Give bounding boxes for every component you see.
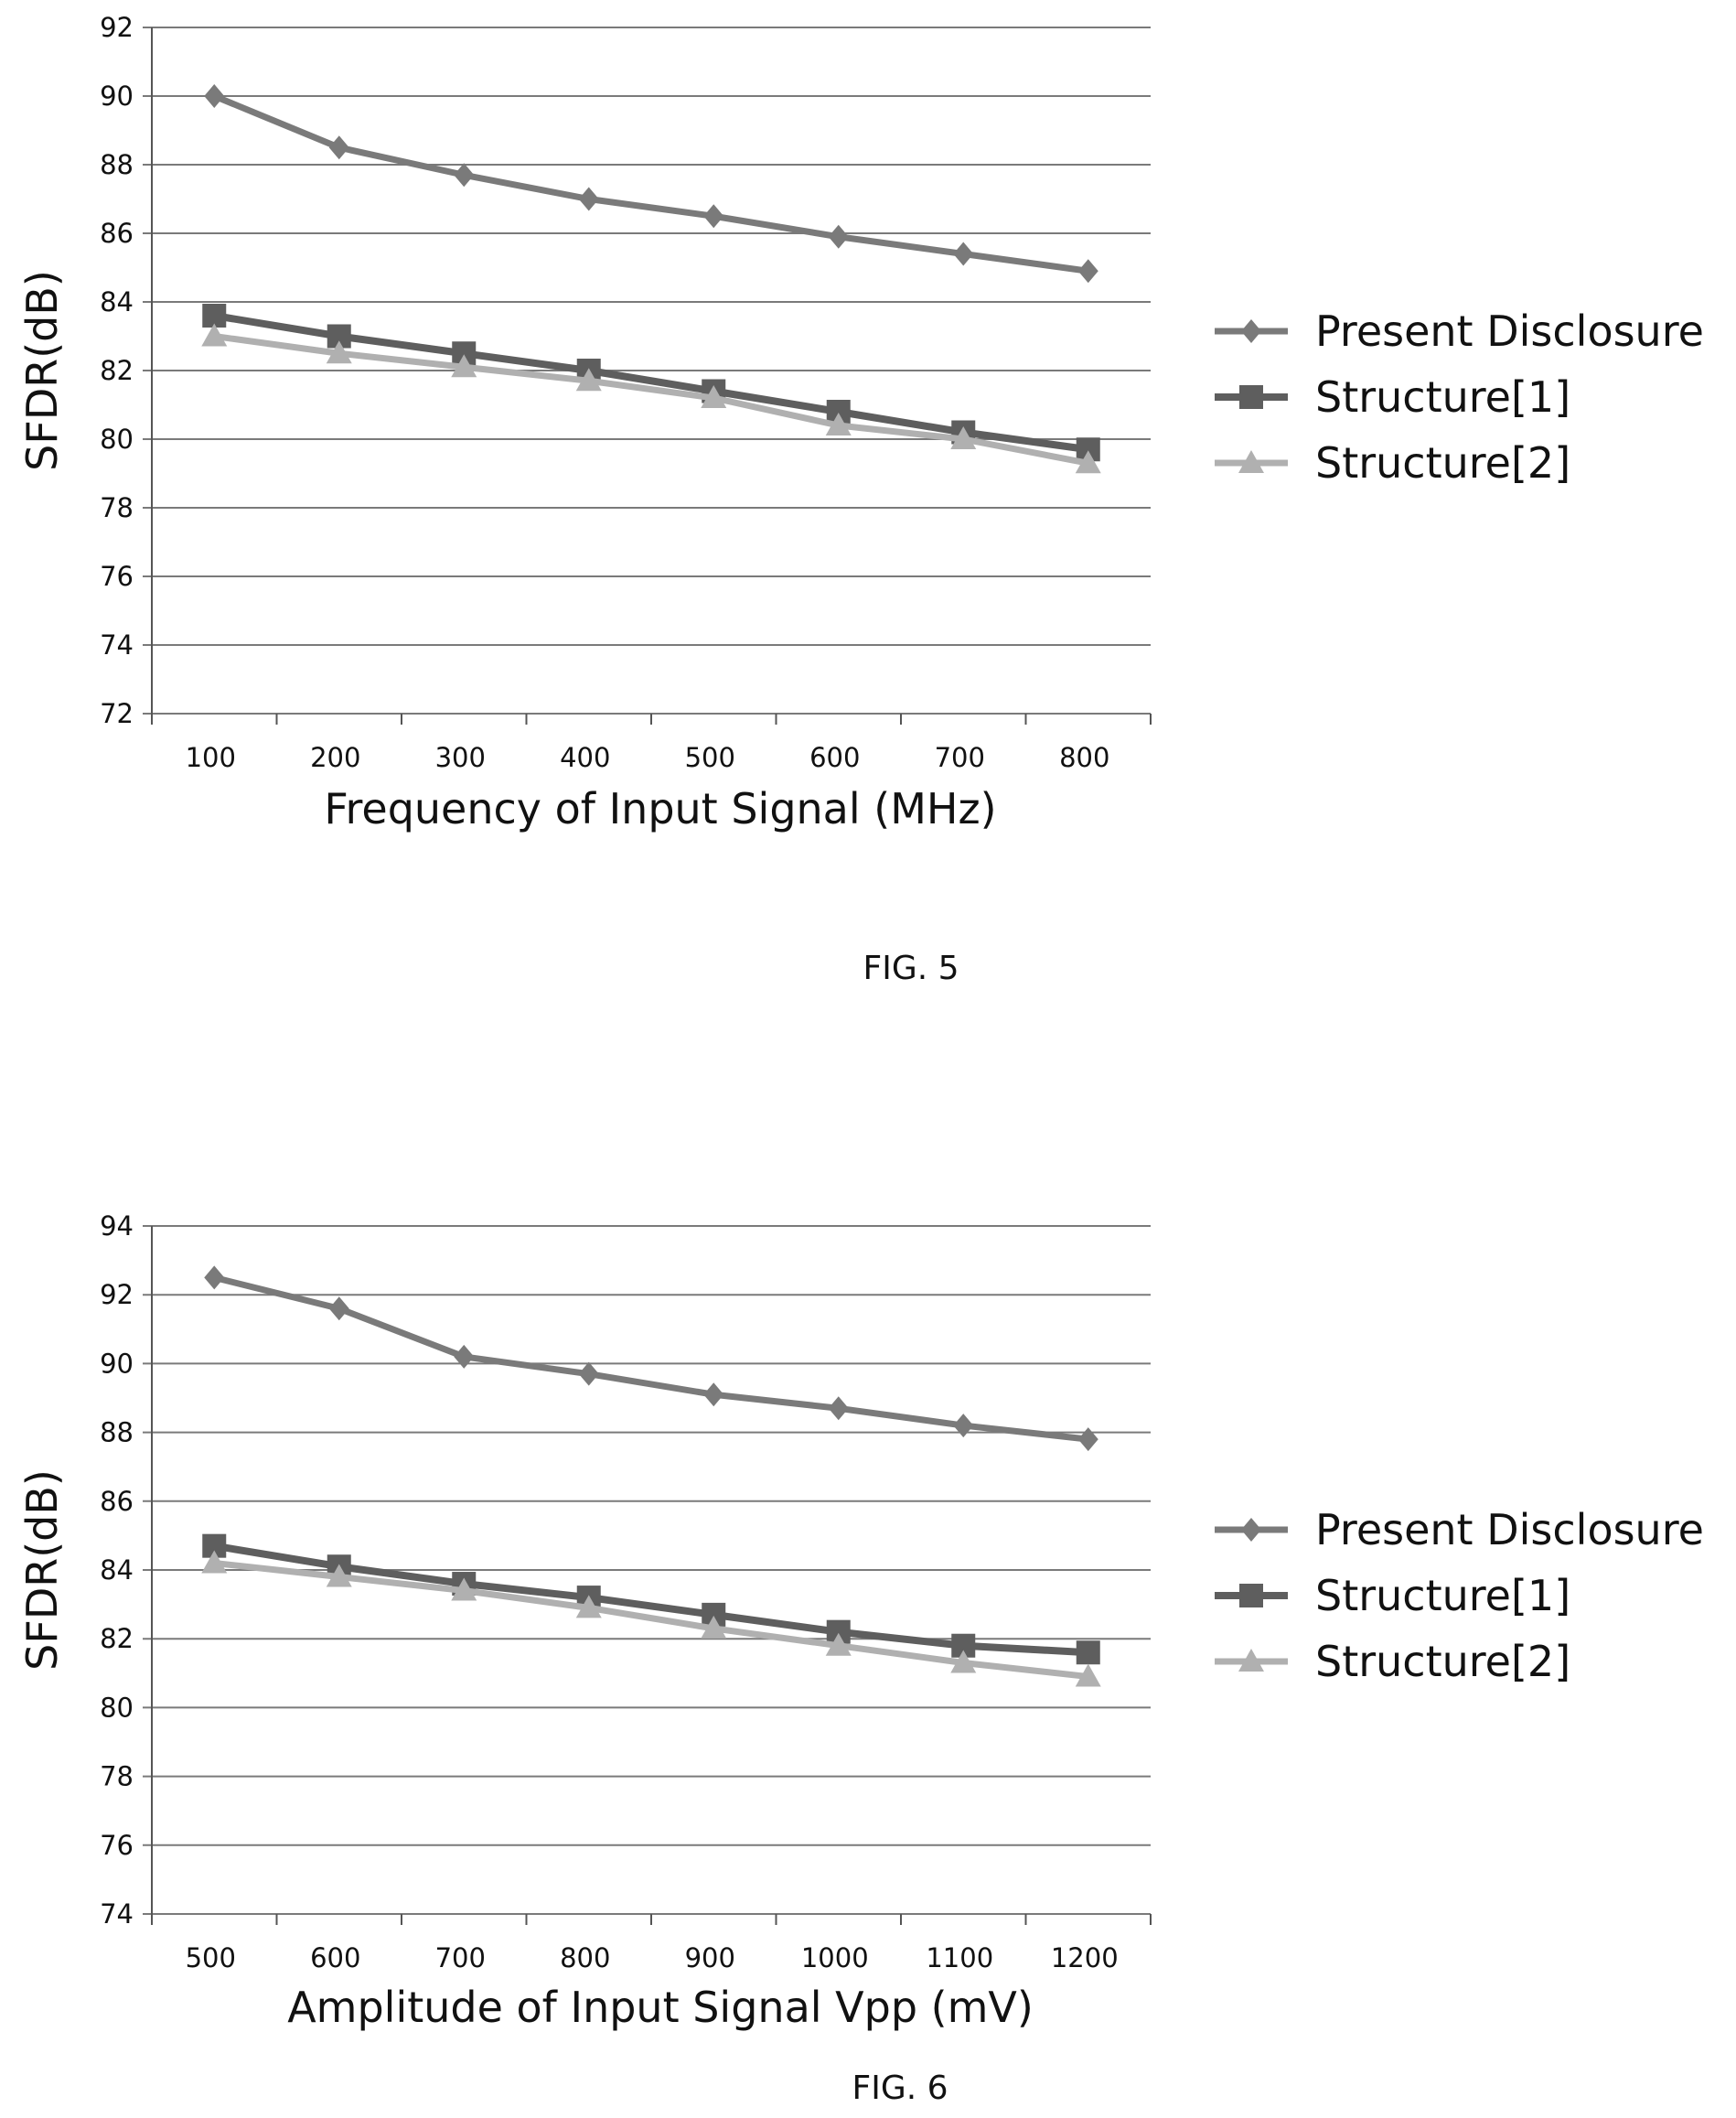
legend-label-structure1: Structure[1] bbox=[1315, 372, 1570, 422]
data-point-present bbox=[703, 204, 724, 229]
series-line-structure2 bbox=[213, 333, 1089, 467]
legend-marker-present bbox=[1241, 319, 1261, 343]
data-point-present bbox=[1077, 259, 1098, 284]
y-tick-label: 90 bbox=[100, 1348, 134, 1379]
data-point-present bbox=[328, 1296, 349, 1321]
legend-marker-structure1 bbox=[1239, 1584, 1263, 1607]
y-tick-label: 74 bbox=[100, 1898, 134, 1930]
legend-marker-structure2 bbox=[1238, 450, 1264, 473]
data-point-present bbox=[953, 242, 974, 266]
data-point-structure2 bbox=[1075, 1663, 1101, 1687]
data-point-present bbox=[953, 1414, 974, 1438]
series-line-structure1 bbox=[213, 1542, 1088, 1657]
data-point-present bbox=[328, 135, 349, 160]
y-tick-label: 88 bbox=[100, 149, 134, 180]
data-point-structure2 bbox=[201, 323, 228, 347]
legend-label-structure2: Structure[2] bbox=[1315, 1637, 1570, 1686]
y-tick-label: 78 bbox=[100, 492, 134, 523]
data-point-structure1 bbox=[1076, 1640, 1100, 1665]
data-point-present bbox=[828, 1396, 849, 1421]
y-tick-label: 86 bbox=[100, 1486, 134, 1517]
x-tick-label: 700 bbox=[435, 1942, 486, 1973]
y-tick-label: 84 bbox=[100, 286, 134, 317]
x-tick-label: 800 bbox=[560, 1942, 610, 1973]
y-tick-label: 92 bbox=[100, 12, 134, 43]
y-tick-label: 74 bbox=[100, 629, 134, 661]
x-tick-label: 900 bbox=[685, 1942, 735, 1973]
fig6-caption: FIG. 6 bbox=[852, 2070, 948, 2107]
y-tick-label: 76 bbox=[100, 1830, 134, 1861]
y-tick-label: 80 bbox=[100, 1692, 134, 1723]
legend-marker-present bbox=[1241, 1518, 1261, 1542]
series-line-structure2 bbox=[213, 1560, 1089, 1681]
data-point-structure2 bbox=[701, 385, 727, 408]
legend-marker-structure2 bbox=[1238, 1649, 1264, 1672]
data-point-structure2 bbox=[201, 1550, 228, 1574]
data-point-present bbox=[578, 1361, 599, 1386]
series-line-present bbox=[213, 1274, 1089, 1443]
x-tick-label: 800 bbox=[1059, 742, 1109, 773]
x-tick-label: 200 bbox=[310, 742, 360, 773]
data-point-present bbox=[204, 84, 225, 108]
legend-label-present: Present Disclosure bbox=[1315, 306, 1704, 356]
y-tick-label: 84 bbox=[100, 1554, 134, 1586]
y-tick-label: 86 bbox=[100, 218, 134, 249]
x-tick-label: 1200 bbox=[1051, 1942, 1119, 1973]
y-tick-label: 80 bbox=[100, 424, 134, 455]
data-point-structure2 bbox=[575, 1595, 602, 1618]
x-axis-title: Amplitude of Input Signal Vpp (mV) bbox=[287, 1983, 1034, 2032]
data-point-structure2 bbox=[326, 1564, 352, 1587]
data-point-structure2 bbox=[950, 1650, 977, 1673]
x-tick-label: 400 bbox=[560, 742, 610, 773]
fig5-caption: FIG. 5 bbox=[863, 950, 959, 987]
y-tick-label: 88 bbox=[100, 1417, 134, 1448]
data-point-present bbox=[828, 224, 849, 249]
x-tick-label: 600 bbox=[809, 742, 860, 773]
data-point-present bbox=[703, 1382, 724, 1407]
y-tick-label: 72 bbox=[100, 698, 134, 729]
legend-label-structure2: Structure[2] bbox=[1315, 438, 1570, 488]
data-point-structure2 bbox=[950, 426, 977, 449]
legend-marker-structure1 bbox=[1239, 385, 1263, 409]
x-axis-title: Frequency of Input Signal (MHz) bbox=[324, 784, 996, 833]
y-axis-title: SFDR(dB) bbox=[17, 270, 67, 471]
x-tick-label: 700 bbox=[935, 742, 985, 773]
data-point-present bbox=[578, 187, 599, 211]
series-line-structure1 bbox=[213, 312, 1089, 454]
data-point-structure2 bbox=[326, 340, 352, 364]
legend-label-present: Present Disclosure bbox=[1315, 1505, 1704, 1554]
y-tick-label: 82 bbox=[100, 355, 134, 386]
data-point-present bbox=[454, 1344, 475, 1369]
data-point-structure2 bbox=[575, 368, 602, 392]
x-tick-label: 300 bbox=[435, 742, 486, 773]
x-tick-label: 500 bbox=[685, 742, 735, 773]
data-point-structure2 bbox=[1075, 450, 1101, 474]
legend-label-structure1: Structure[1] bbox=[1315, 1571, 1570, 1620]
x-tick-label: 500 bbox=[186, 1942, 236, 1973]
y-tick-label: 78 bbox=[100, 1761, 134, 1792]
y-tick-label: 82 bbox=[100, 1623, 134, 1654]
data-point-present bbox=[204, 1265, 225, 1290]
fig5-chart: 72 74 76 78 80 82 84 86 88 90 92 100 200 300 400 500 600… bbox=[17, 12, 1704, 833]
data-point-structure2 bbox=[701, 1615, 727, 1639]
data-point-structure2 bbox=[825, 413, 852, 435]
data-point-present bbox=[454, 163, 475, 188]
y-tick-label: 90 bbox=[100, 81, 134, 112]
x-tick-label: 600 bbox=[310, 1942, 360, 1973]
data-point-structure2 bbox=[825, 1632, 852, 1656]
x-tick-label: 1100 bbox=[926, 1942, 993, 1973]
data-point-structure2 bbox=[451, 354, 477, 378]
data-point-structure2 bbox=[451, 1577, 477, 1601]
series-line-present bbox=[212, 92, 1089, 274]
x-tick-label: 100 bbox=[186, 742, 236, 773]
fig6-chart: 74 76 78 80 82 84 86 88 90 92 94 500 600 700 800 900 100… bbox=[17, 1210, 1704, 2032]
y-tick-label: 92 bbox=[100, 1279, 134, 1310]
x-tick-label: 1000 bbox=[801, 1942, 869, 1973]
y-axis-title: SFDR(dB) bbox=[17, 1469, 67, 1671]
y-tick-label: 94 bbox=[100, 1210, 134, 1242]
data-point-present bbox=[1077, 1427, 1098, 1452]
y-tick-label: 76 bbox=[100, 561, 134, 592]
